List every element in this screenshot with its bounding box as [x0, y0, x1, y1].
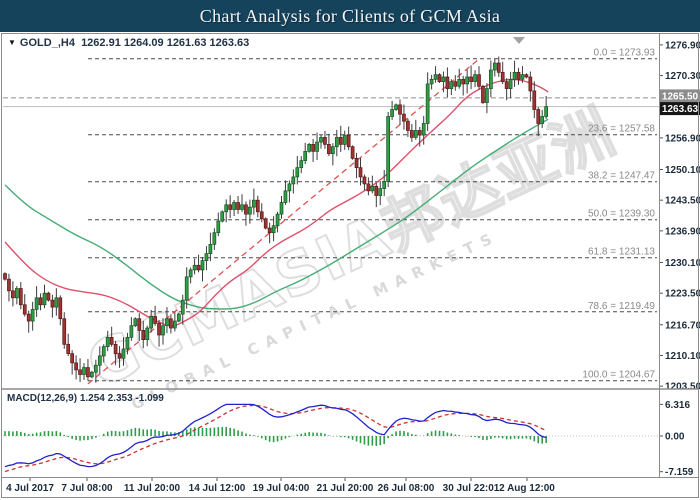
- macd-current-values: 1.254 2.353 -1.099: [79, 393, 164, 404]
- svg-text:11 Jul 20:00: 11 Jul 20:00: [124, 483, 181, 494]
- svg-text:7 Jul 08:00: 7 Jul 08:00: [61, 483, 113, 494]
- macd-panel: 6.316 0.00 -7.159: [3, 400, 694, 478]
- svg-text:1236.90: 1236.90: [665, 226, 700, 237]
- ma-fast-line: [4, 78, 549, 327]
- price-box-line-1265: 1265.50: [660, 89, 700, 103]
- svg-text:26 Jul 08:00: 26 Jul 08:00: [378, 483, 435, 494]
- macd-indicator-label: MACD(12,26,9) 1.254 2.353 -1.099: [7, 393, 164, 404]
- svg-text:1265.50: 1265.50: [662, 91, 699, 102]
- svg-text:1270.30: 1270.30: [665, 71, 700, 82]
- svg-text:0.00: 0.00: [665, 432, 685, 443]
- svg-text:1243.50: 1243.50: [665, 196, 700, 207]
- time-axis: 4 Jul 2017 7 Jul 08:00 11 Jul 20:00 14 Jul …: [6, 477, 555, 494]
- svg-text:1210.10: 1210.10: [665, 351, 700, 362]
- svg-text:21 Jul 20:00: 21 Jul 20:00: [317, 483, 374, 494]
- svg-text:4 Jul 2017: 4 Jul 2017: [6, 483, 54, 494]
- title-bar: Chart Analysis for Clients of GCM Asia: [0, 0, 700, 32]
- svg-text:30 Jul 22:01: 30 Jul 22:01: [443, 483, 500, 494]
- svg-text:38.2 = 1247.47: 38.2 = 1247.47: [588, 171, 655, 182]
- svg-text:1276.90: 1276.90: [665, 40, 700, 51]
- chart-symbol-header: ▼ GOLD_,H4 1262.91 1264.09 1261.63 1263.6…: [8, 37, 249, 49]
- svg-text:1256.90: 1256.90: [665, 133, 700, 144]
- svg-text:0.0 = 1273.93: 0.0 = 1273.93: [594, 48, 656, 59]
- svg-text:1230.10: 1230.10: [665, 258, 700, 269]
- candles-layer: [3, 56, 549, 383]
- svg-text:14 Jul 12:00: 14 Jul 12:00: [189, 483, 246, 494]
- macd-signal-line: [4, 404, 547, 473]
- ma-slow-line: [4, 118, 549, 310]
- svg-text:1223.50: 1223.50: [665, 289, 700, 300]
- macd-settings-label: MACD(12,26,9): [7, 393, 78, 404]
- svg-text:61.8 = 1231.13: 61.8 = 1231.13: [588, 247, 655, 258]
- svg-text:19 Jul 04:00: 19 Jul 04:00: [253, 483, 310, 494]
- chevron-down-icon[interactable]: ▼: [8, 38, 16, 47]
- svg-text:78.6 = 1219.49: 78.6 = 1219.49: [588, 301, 655, 312]
- svg-text:50.0 = 1239.30: 50.0 = 1239.30: [588, 209, 655, 220]
- price-box-bid: 1263.63: [660, 102, 700, 116]
- svg-text:2 Aug 12:00: 2 Aug 12:00: [499, 483, 555, 494]
- svg-text:23.6 = 1257.58: 23.6 = 1257.58: [588, 124, 655, 135]
- macd-main-line: [4, 403, 547, 468]
- svg-text:-7.159: -7.159: [665, 467, 694, 478]
- page-title: Chart Analysis for Clients of GCM Asia: [199, 5, 501, 26]
- object-marker-icon: [513, 37, 525, 44]
- svg-text:100.0 = 1204.67: 100.0 = 1204.67: [582, 370, 655, 381]
- ohlc-values: 1262.91 1264.09 1261.63 1263.63: [81, 37, 250, 49]
- svg-text:1216.70: 1216.70: [665, 320, 700, 331]
- fib-labels: 0.0 = 1273.93 23.6 = 1257.58 38.2 = 1247.4…: [582, 48, 655, 381]
- svg-text:6.316: 6.316: [665, 400, 690, 411]
- svg-text:1263.63: 1263.63: [662, 104, 699, 115]
- svg-text:1203.50: 1203.50: [665, 382, 700, 393]
- svg-text:1250.10: 1250.10: [665, 165, 700, 176]
- trendline[interactable]: [87, 59, 479, 385]
- window-borders: [1, 33, 699, 498]
- symbol-timeframe-label: GOLD_,H4: [19, 37, 75, 49]
- price-axis: 1276.90 1270.30 1256.90 1250.10 1243.50 1236.…: [659, 40, 700, 393]
